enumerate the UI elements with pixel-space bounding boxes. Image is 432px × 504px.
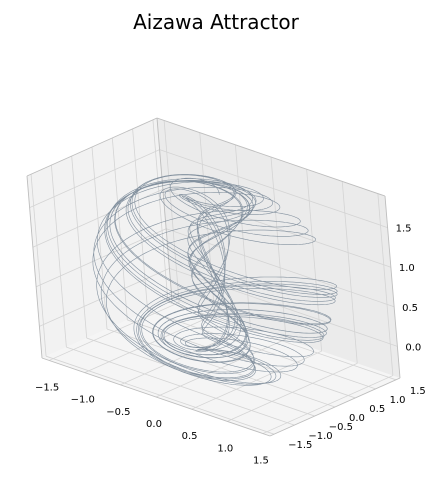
x-tick-labels: −1.5 −1.0 −0.5 0.0 0.5 1.0 1.5	[35, 382, 269, 466]
grid-z-back	[166, 228, 395, 308]
y-tick-label: 0.0	[349, 413, 365, 424]
y-tick-labels: −1.5−1.0−0.50.0 0.5 1.0 1.5	[288, 386, 426, 451]
grid-y-left	[132, 128, 149, 311]
grid-x-back	[377, 193, 394, 376]
grid-y-left	[50, 165, 67, 348]
grid-y-left	[71, 156, 88, 339]
grid-y-left	[30, 174, 47, 357]
grid-y-floor	[147, 310, 376, 390]
x-tick-label: −1.0	[71, 395, 95, 406]
z-tick-label: 0.0	[405, 342, 421, 353]
grid-x-back	[234, 144, 251, 327]
z-tick-label: 0.5	[402, 303, 418, 314]
x-tick-label: 1.5	[253, 456, 269, 467]
x-tick-label: −0.5	[106, 407, 130, 418]
x-tick-label: −1.5	[35, 382, 59, 393]
grid-lines	[29, 119, 398, 435]
x-tick-label: 1.0	[217, 443, 233, 454]
grid-z-left	[35, 228, 167, 288]
trajectory-line	[92, 174, 338, 386]
back-top-edge	[156, 117, 386, 197]
grid-y-floor	[127, 319, 356, 399]
z-tick-label: 1.0	[399, 263, 415, 274]
z-tick-label: 1.5	[396, 224, 412, 235]
axes-panes	[27, 118, 400, 436]
grid-y-left	[152, 119, 169, 302]
x-axis-line	[41, 357, 271, 437]
grid-z-left	[29, 149, 160, 209]
attractor-trajectory	[92, 174, 338, 386]
grid-z-left	[39, 267, 170, 327]
y-tick-label: −0.5	[329, 422, 353, 433]
z-tick-labels: 0.0 0.5 1.0 1.5	[396, 224, 422, 354]
left-top-edge	[26, 117, 158, 177]
back-left-edge	[156, 117, 173, 301]
grid-x-back	[306, 169, 323, 352]
axes-edges	[26, 117, 401, 437]
y-tick-label: 1.5	[410, 386, 426, 397]
grid-x-back	[270, 156, 287, 340]
chart-title: Aizawa Attractor	[133, 10, 299, 34]
grid-y-floor	[66, 346, 295, 426]
x-tick-label: 0.0	[146, 419, 162, 430]
y-tick-label: 1.0	[390, 395, 406, 406]
grid-x-back	[199, 132, 216, 315]
y-tick-label: 0.5	[369, 404, 385, 415]
grid-x-back	[341, 181, 358, 364]
y-tick-label: −1.0	[308, 431, 332, 442]
x-tick-label: 0.5	[182, 431, 198, 442]
y-axis-line	[269, 377, 401, 437]
grid-z-back	[159, 149, 388, 229]
y-tick-label: −1.5	[288, 440, 312, 451]
z-axis-line	[384, 195, 401, 379]
grid-x-back	[163, 120, 180, 303]
grid-y-floor	[45, 355, 275, 435]
left-front-edge	[26, 175, 43, 359]
